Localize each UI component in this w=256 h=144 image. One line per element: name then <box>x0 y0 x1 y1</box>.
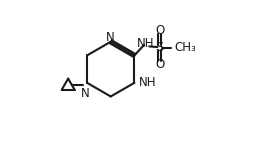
Text: CH₃: CH₃ <box>175 41 197 54</box>
Text: O: O <box>155 58 164 71</box>
Text: S: S <box>155 41 164 54</box>
Text: NH: NH <box>139 76 156 89</box>
Text: O: O <box>155 24 164 37</box>
Text: N: N <box>81 87 90 100</box>
Text: N: N <box>106 31 115 44</box>
Text: NH: NH <box>137 37 155 50</box>
